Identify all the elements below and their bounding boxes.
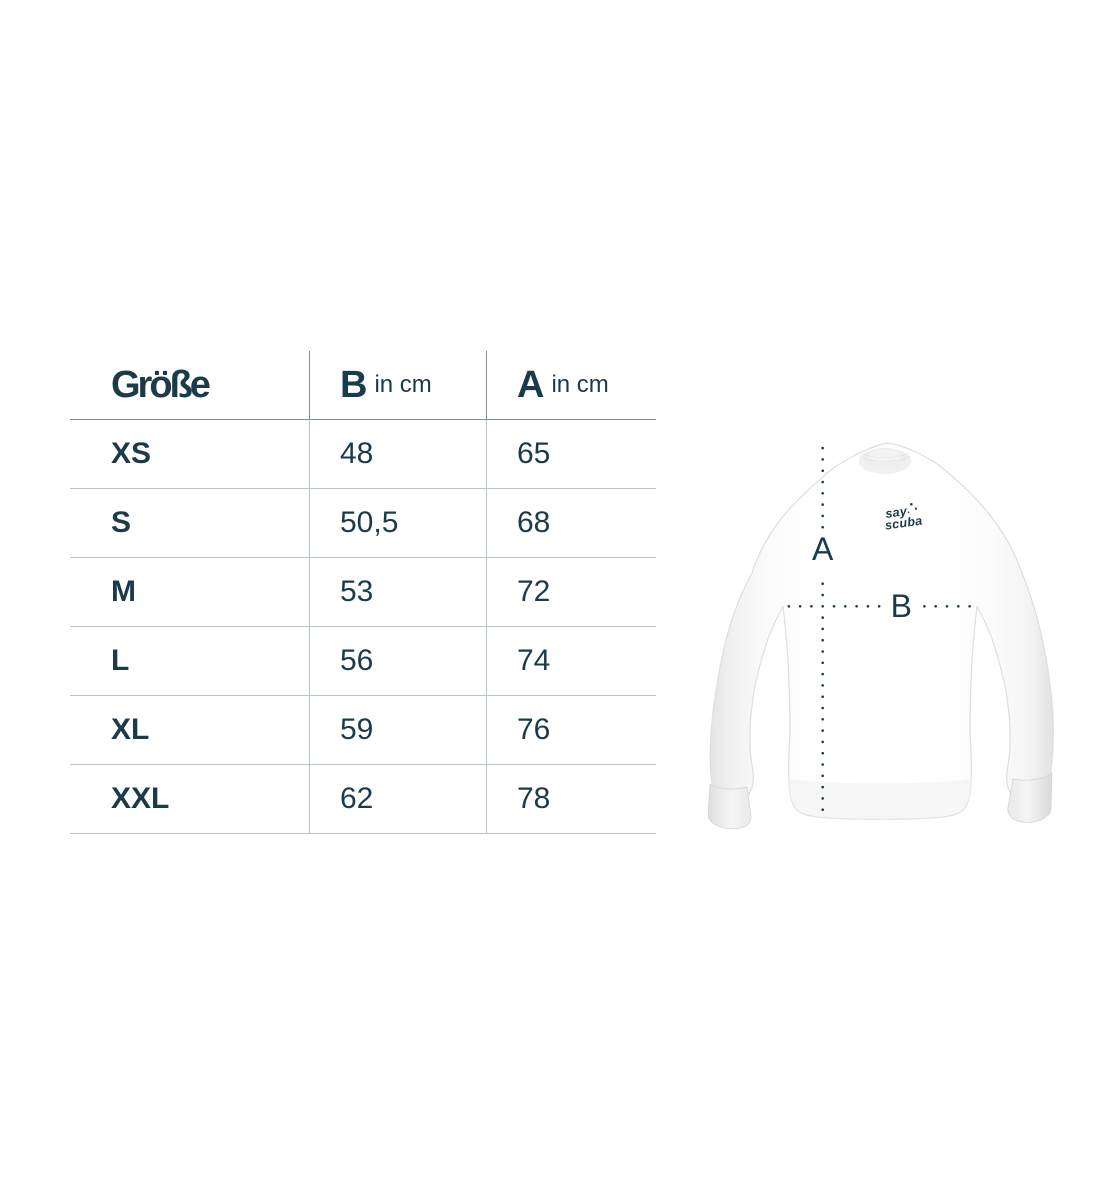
svg-text:B: B — [891, 588, 912, 624]
svg-text:A: A — [812, 531, 834, 567]
